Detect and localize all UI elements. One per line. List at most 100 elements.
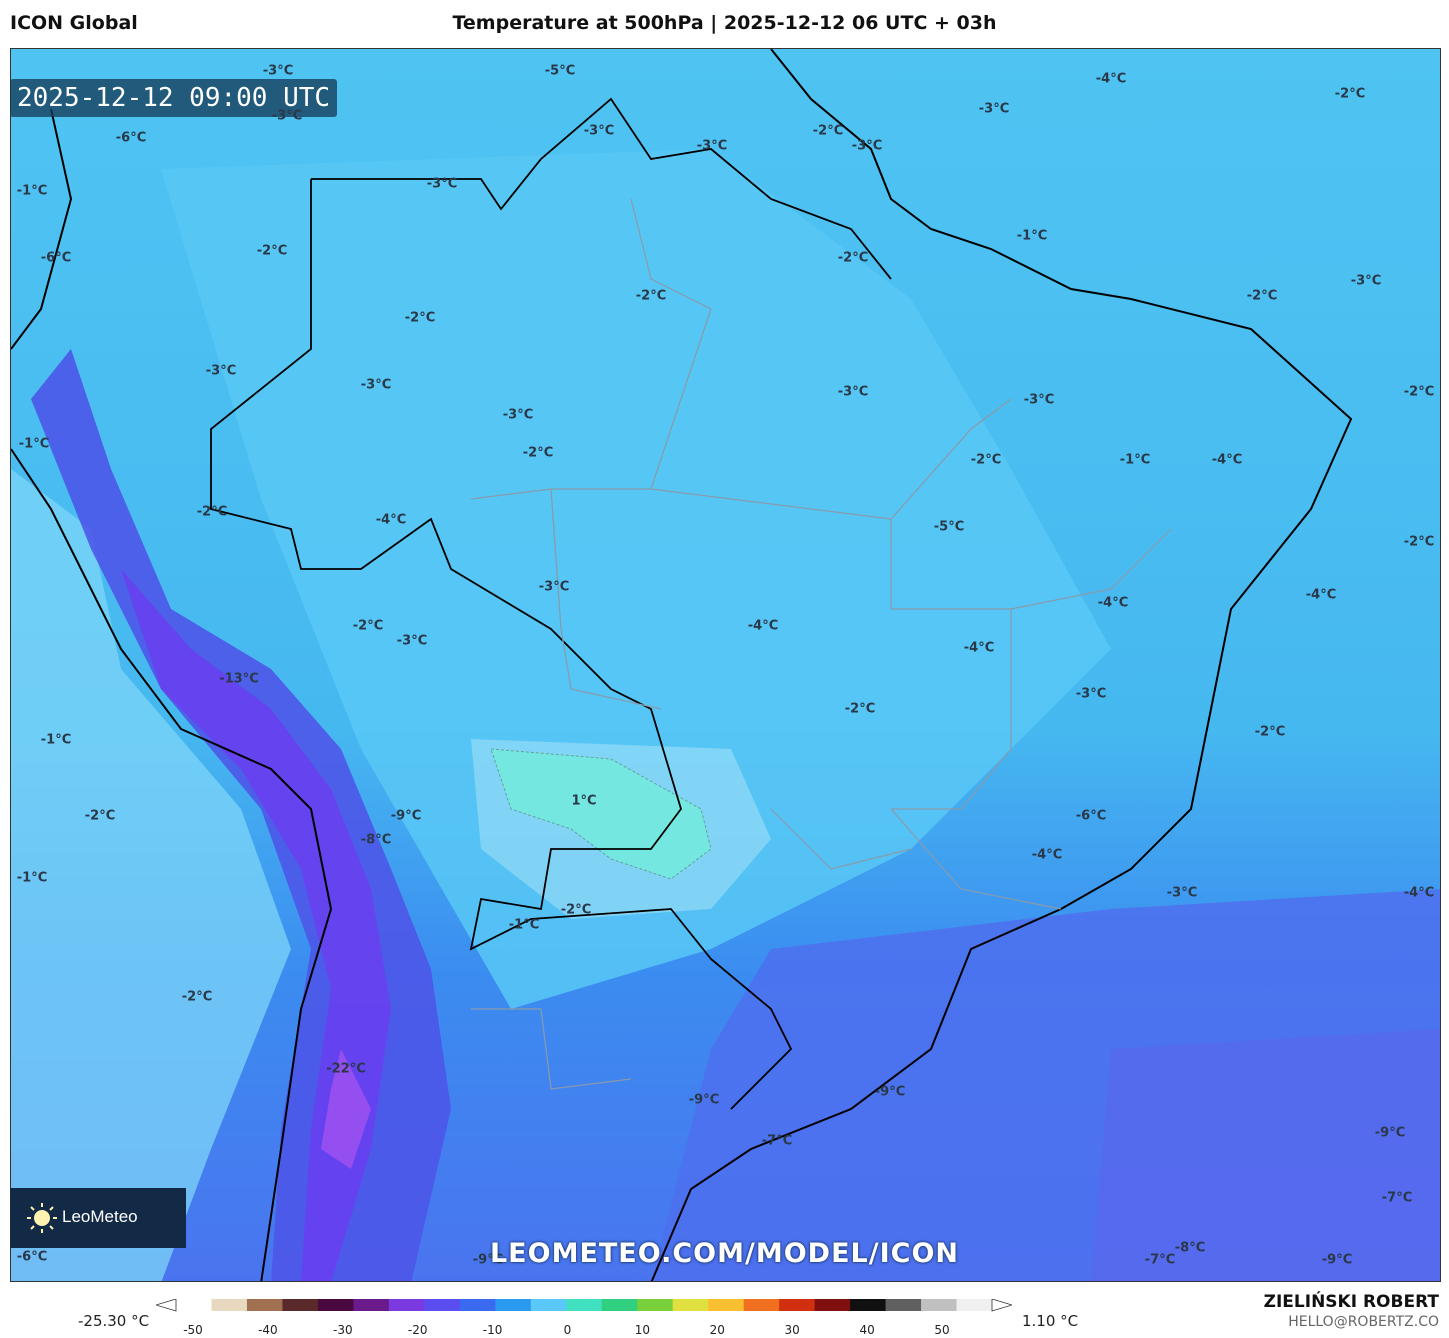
- sun-icon: [27, 1203, 57, 1233]
- legend-max-label: 1.10 °C: [1022, 1312, 1079, 1330]
- temperature-label: -2°C: [256, 243, 288, 259]
- temperature-label: -3°C: [1166, 885, 1198, 901]
- legend-color-cell: [850, 1299, 887, 1311]
- legend-tick-label: -30: [332, 1323, 353, 1337]
- legend-color-cell: [495, 1299, 532, 1311]
- temperature-label: -2°C: [84, 808, 116, 824]
- temperature-label: -3°C: [396, 633, 428, 649]
- field-warm-spot: [490, 748, 712, 880]
- legend-color-cell: [424, 1299, 461, 1311]
- leometeo-logo[interactable]: LeoMeteo: [10, 1188, 186, 1248]
- temperature-label: -1°C: [1016, 228, 1048, 244]
- legend-tick-label: -50: [183, 1323, 203, 1337]
- legend-min-label: -25.30 °C: [78, 1312, 150, 1330]
- temperature-label: -4°C: [963, 640, 995, 656]
- temperature-label: -2°C: [1246, 288, 1278, 304]
- temperature-label: -2°C: [844, 701, 876, 717]
- temperature-label: -9°C: [1374, 1125, 1406, 1141]
- legend-color-cell: [743, 1299, 780, 1311]
- temperature-label: -2°C: [1403, 534, 1435, 550]
- temperature-label: -9°C: [1321, 1252, 1353, 1268]
- temperature-label: -4°C: [1305, 587, 1337, 603]
- temperature-label: -9°C: [472, 1252, 504, 1268]
- temperature-label: -4°C: [1403, 885, 1435, 901]
- temperature-label: -3°C: [1075, 686, 1107, 702]
- temperature-label: -4°C: [747, 618, 779, 634]
- legend-color-cell: [601, 1299, 638, 1311]
- temperature-label: -13°C: [219, 671, 259, 687]
- legend-color-cell: [176, 1299, 212, 1311]
- temperature-label: -3°C: [837, 384, 869, 400]
- temperature-label: -22°C: [326, 1061, 366, 1077]
- temperature-label: -2°C: [1403, 384, 1435, 400]
- watermark-url: LEOMETEO.COM/MODEL/ICON: [489, 1238, 960, 1269]
- legend-color-cell: [530, 1299, 567, 1311]
- temperature-label: -2°C: [181, 989, 213, 1005]
- temperature-label: -2°C: [837, 250, 869, 266]
- legend-color-cell: [956, 1299, 993, 1311]
- legend-right-arrow: [991, 1299, 1012, 1312]
- temperature-label: -4°C: [375, 512, 407, 528]
- temperature-label: -3°C: [502, 407, 534, 423]
- map-title: Temperature at 500hPa | 2025-12-12 06 UT…: [452, 12, 997, 34]
- temperature-label: -6°C: [40, 250, 72, 266]
- temperature-label: -3°C: [851, 138, 883, 154]
- temperature-label: -5°C: [933, 519, 965, 535]
- temperature-label: -3°C: [1023, 392, 1055, 408]
- field-andes-cold: [121, 569, 391, 1281]
- temperature-label: -4°C: [1211, 452, 1243, 468]
- country-borders: [210, 97, 892, 1110]
- legend-color-cell: [814, 1299, 851, 1311]
- legend-color-cell: [779, 1299, 816, 1311]
- temperature-label: -3°C: [538, 579, 570, 595]
- legend-tick-label: -20: [407, 1323, 428, 1337]
- author-name: ZIELIŃSKI ROBERT: [1263, 1292, 1439, 1312]
- temperature-label: -4°C: [1095, 71, 1127, 87]
- temperature-label: -1°C: [508, 917, 540, 933]
- temperature-label: -2°C: [635, 288, 667, 304]
- temperature-label: -3°C: [583, 123, 615, 139]
- temperature-label: -4°C: [1031, 847, 1063, 863]
- temperature-label: -2°C: [1254, 724, 1286, 740]
- temperature-label: -1°C: [16, 870, 48, 886]
- temperature-label: -2°C: [352, 618, 384, 634]
- legend-tick-label: 40: [859, 1323, 875, 1337]
- temperature-label: -9°C: [874, 1084, 906, 1100]
- temperature-label: -4°C: [1097, 595, 1129, 611]
- legend-color-cell: [353, 1299, 390, 1311]
- temperature-label: -2°C: [1334, 86, 1366, 102]
- temperature-label: -3°C: [426, 176, 458, 192]
- temperature-label: -3°C: [360, 377, 392, 393]
- temperature-label: -3°C: [978, 101, 1010, 117]
- legend-color-cell: [637, 1299, 674, 1311]
- field-central: [161, 149, 1111, 1009]
- field-southeast-deep: [1091, 1029, 1440, 1281]
- temperature-label: -3°C: [1350, 273, 1382, 289]
- legend-color-cell: [672, 1299, 709, 1311]
- legend-color-cell: [211, 1299, 248, 1311]
- temperature-label: -6°C: [115, 130, 147, 146]
- temperature-label: -1°C: [1119, 452, 1151, 468]
- temperature-label: -3°C: [205, 363, 237, 379]
- legend-left-arrow: [156, 1299, 177, 1312]
- author-email: HELLO@ROBERTZ.CO: [1288, 1314, 1439, 1330]
- temperature-label: -2°C: [560, 902, 592, 918]
- legend-color-cell: [885, 1299, 922, 1311]
- temperature-label: -7°C: [761, 1133, 793, 1149]
- temperature-label: -6°C: [16, 1249, 48, 1265]
- legend-tick-label: 50: [934, 1323, 950, 1337]
- temperature-label: -3°C: [696, 138, 728, 154]
- temperature-label: -9°C: [390, 808, 422, 824]
- temperature-label: -1°C: [16, 183, 48, 199]
- legend-tick-label: 30: [784, 1323, 800, 1337]
- field-west-pale: [11, 469, 291, 1281]
- temperature-label: -2°C: [522, 445, 554, 461]
- header: ICON Global Temperature at 500hPa | 2025…: [0, 0, 1449, 48]
- temperature-label: 1°C: [571, 793, 597, 809]
- temperature-label: -2°C: [970, 452, 1002, 468]
- temperature-map[interactable]: [10, 48, 1441, 1282]
- temperature-label: -1°C: [18, 436, 50, 452]
- temperature-label: -8°C: [1174, 1240, 1206, 1256]
- temperature-label: -2°C: [196, 504, 228, 520]
- temperature-label: -7°C: [1144, 1252, 1176, 1268]
